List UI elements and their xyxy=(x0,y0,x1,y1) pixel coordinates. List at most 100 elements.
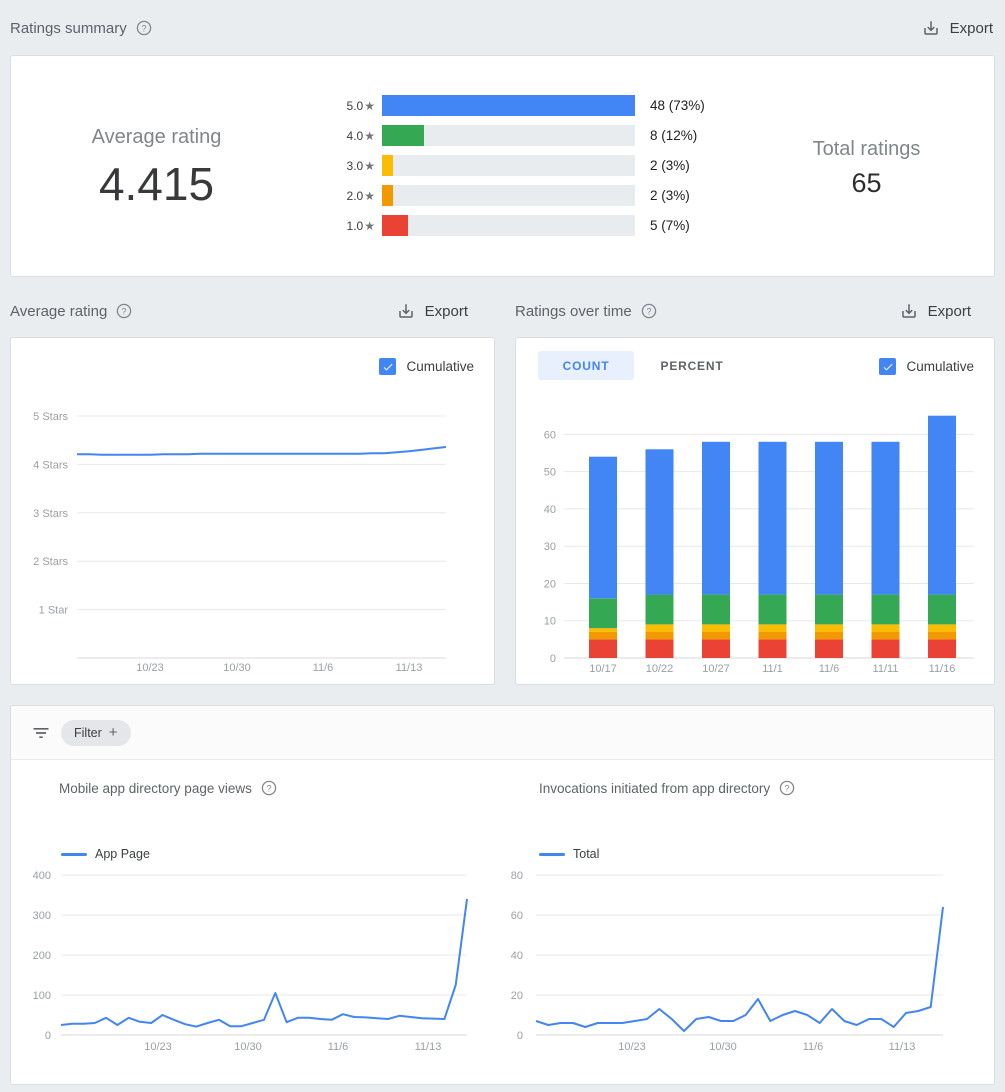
help-icon[interactable]: ? xyxy=(116,303,132,319)
stacked-bar-segment xyxy=(589,639,617,658)
stacked-bar-segment xyxy=(928,415,956,595)
total-ratings-block: Total ratings 65 xyxy=(769,138,964,199)
y-axis-label: 80 xyxy=(511,870,523,882)
distribution-star-label: 3.0★ xyxy=(346,158,375,173)
filter-bar: Filter + xyxy=(11,706,994,760)
y-axis-label: 0 xyxy=(45,1030,51,1042)
x-axis-label: 11/6 xyxy=(313,662,334,674)
export-button[interactable]: Export xyxy=(920,15,995,41)
distribution-value: 5 (7%) xyxy=(650,218,690,233)
help-icon[interactable]: ? xyxy=(641,303,657,319)
y-axis-label: 100 xyxy=(33,990,51,1002)
y-axis-label: 50 xyxy=(544,467,556,479)
y-axis-label: 4 Stars xyxy=(33,459,68,471)
stacked-bar-segment xyxy=(645,449,674,595)
y-axis-label: 1 Star xyxy=(39,605,69,617)
total-ratings-label: Total ratings xyxy=(812,138,921,160)
stacked-bar-segment xyxy=(928,639,956,658)
filter-chip-label: Filter xyxy=(74,725,102,740)
average-rating-card: Cumulative 5 Stars 4 Stars 3 Stars 2 Stars 1… xyxy=(10,337,495,685)
invocations-legend: Total xyxy=(539,847,599,861)
stacked-bar-segment xyxy=(815,594,843,625)
x-axis-label: 10/23 xyxy=(144,1041,172,1053)
export-button[interactable]: Export xyxy=(898,298,973,324)
tab-count[interactable]: COUNT xyxy=(538,351,634,380)
distribution-row: 3.0★ 2 (3%) xyxy=(344,155,705,176)
page-views-title-row: Mobile app directory page views ? xyxy=(59,780,277,796)
tab-percent[interactable]: PERCENT xyxy=(660,358,724,373)
download-icon xyxy=(922,19,940,37)
stacked-bar-segment xyxy=(758,441,787,595)
cumulative-label: Cumulative xyxy=(406,359,474,374)
star-icon: ★ xyxy=(364,98,375,113)
x-axis-label: 11/6 xyxy=(803,1041,824,1053)
star-icon: ★ xyxy=(364,158,375,173)
x-axis-label: 11/13 xyxy=(889,1041,916,1053)
svg-text:?: ? xyxy=(122,306,127,316)
invocations-title: Invocations initiated from app directory xyxy=(539,780,771,796)
plus-icon: + xyxy=(108,724,118,741)
help-icon[interactable]: ? xyxy=(136,20,152,36)
y-axis-label: 0 xyxy=(550,653,556,665)
line-series xyxy=(77,446,447,456)
distribution-star-label: 1.0★ xyxy=(346,218,375,233)
y-axis-label: 10 xyxy=(544,616,556,628)
count-percent-tabs: COUNT PERCENT xyxy=(538,351,738,380)
ratings-summary-header: Ratings summary ? Export xyxy=(10,10,995,46)
y-axis-label: 40 xyxy=(511,950,523,962)
stacked-bar-segment xyxy=(702,639,730,658)
x-axis-label: 10/23 xyxy=(136,662,164,674)
y-axis-label: 60 xyxy=(544,429,556,441)
x-axis-label: 11/6 xyxy=(819,663,840,675)
distribution-value: 2 (3%) xyxy=(650,188,690,203)
distribution-row: 4.0★ 8 (12%) xyxy=(344,125,705,146)
distribution-bar-track xyxy=(382,155,635,176)
x-axis-label: 10/22 xyxy=(646,663,674,675)
distribution-bar-fill xyxy=(382,155,393,176)
line-series xyxy=(535,906,944,1032)
svg-text:?: ? xyxy=(266,783,271,793)
y-axis-label: 20 xyxy=(511,990,523,1002)
distribution-bar-fill xyxy=(382,215,409,236)
x-axis-label: 11/13 xyxy=(415,1041,442,1053)
distribution-star-label: 4.0★ xyxy=(346,128,375,143)
stacked-bar-segment xyxy=(758,639,787,658)
invocations-title-row: Invocations initiated from app directory… xyxy=(539,780,795,796)
cumulative-checkbox[interactable] xyxy=(379,358,397,375)
stacked-bar-segment xyxy=(758,594,787,625)
page-views-legend: App Page xyxy=(61,847,150,861)
svg-text:?: ? xyxy=(785,783,790,793)
ratings-summary-title: Ratings summary xyxy=(10,19,127,37)
average-rating-block: Average rating 4.415 xyxy=(49,126,264,211)
distribution-bar-fill xyxy=(382,95,635,116)
export-button[interactable]: Export xyxy=(395,298,470,324)
star-icon: ★ xyxy=(364,218,375,233)
export-label: Export xyxy=(949,19,993,37)
distribution-bar-fill xyxy=(382,125,425,146)
export-label: Export xyxy=(424,302,468,320)
cumulative-checkbox[interactable] xyxy=(879,358,897,375)
y-axis-label: 200 xyxy=(33,950,51,962)
x-axis-label: 11/16 xyxy=(929,663,956,675)
stacked-bar-segment xyxy=(589,598,617,629)
page-views-line-chart: 0 100 200 300 400 10/23 10/30 11/6 11/13 xyxy=(33,870,468,1053)
stacked-bar-segment xyxy=(758,624,787,632)
distribution-bar-track xyxy=(382,185,635,206)
stacked-bar-segment xyxy=(928,594,956,625)
x-axis-label: 10/23 xyxy=(618,1041,646,1053)
x-axis-label: 11/1 xyxy=(762,663,783,675)
distribution-value: 48 (73%) xyxy=(650,98,705,113)
stacked-bar-segment xyxy=(815,624,843,632)
ratings-summary-card: Average rating 4.415 5.0★ 48 (73%) 4.0★ 8 (… xyxy=(10,55,995,277)
help-icon[interactable]: ? xyxy=(779,780,795,796)
stacked-bar-segment xyxy=(871,624,900,632)
x-axis-label: 10/30 xyxy=(709,1041,737,1053)
filter-chip[interactable]: Filter + xyxy=(61,719,131,746)
x-axis-label: 11/6 xyxy=(328,1041,349,1053)
stacked-bar-segment xyxy=(589,628,617,632)
average-rating-value: 4.415 xyxy=(98,158,215,210)
distribution-bar-track xyxy=(382,95,635,116)
distribution-bar-track xyxy=(382,215,635,236)
help-icon[interactable]: ? xyxy=(261,780,277,796)
